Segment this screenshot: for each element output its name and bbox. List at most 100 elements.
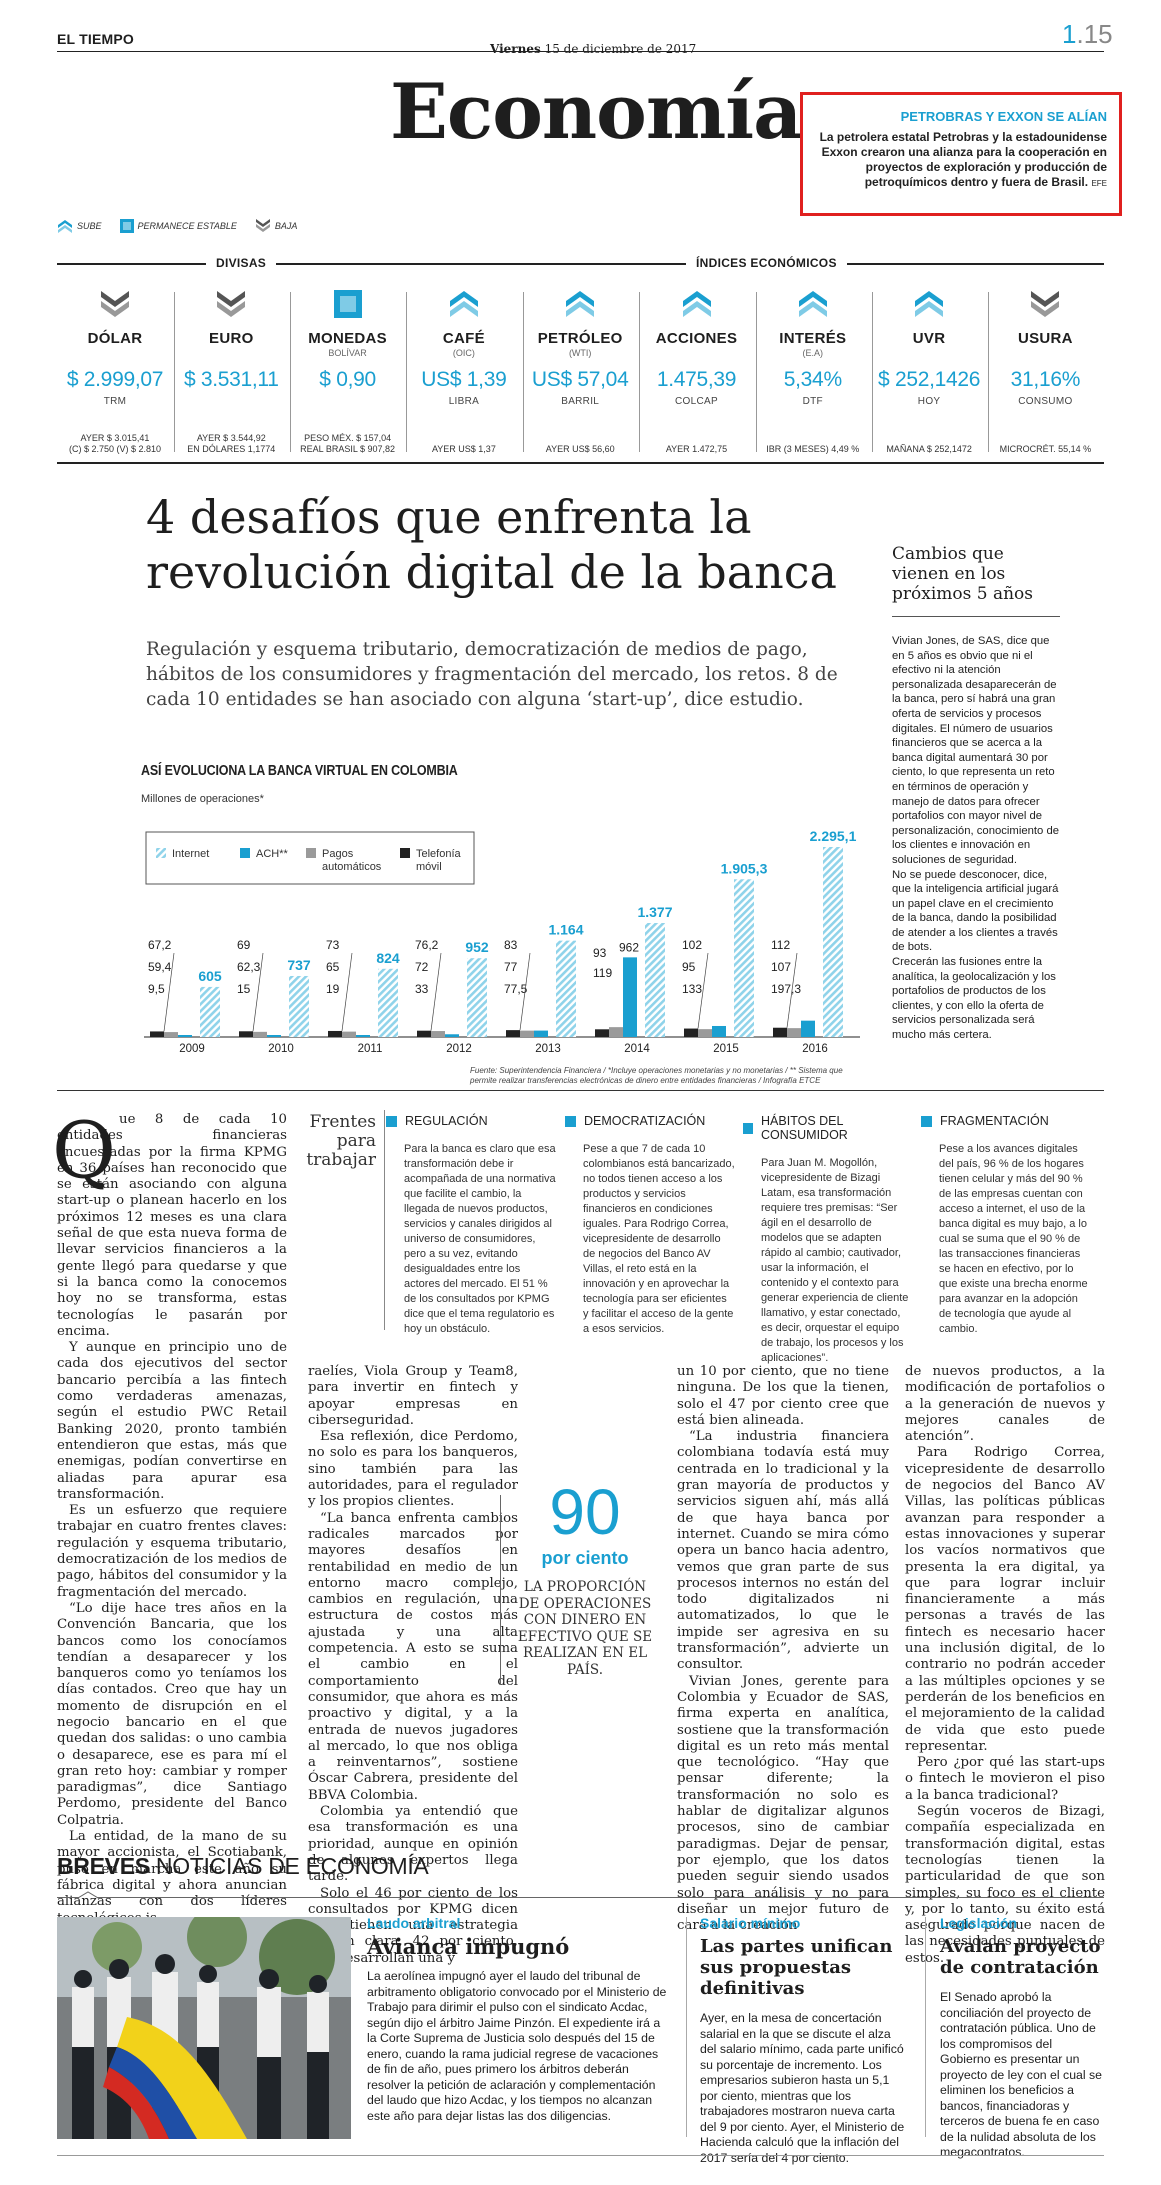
indicator-unit: DTF — [802, 396, 823, 407]
bar-label: 77,5 — [504, 982, 528, 996]
indicator-name: DÓLAR — [87, 330, 143, 347]
bar-internet — [734, 879, 754, 1037]
legend-stable: PERMANECE ESTABLE — [119, 219, 237, 233]
breve-body: El Senado aprobó la conciliación del pro… — [940, 1990, 1103, 2159]
x-tick-label: 2011 — [358, 1043, 383, 1055]
legend-up: SUBE — [57, 219, 102, 233]
sidebar-paragraph: Vivian Jones, de SAS, dice que en 5 años… — [892, 635, 1060, 866]
indicator-unit: COLCAP — [675, 396, 718, 407]
bar-pagosautomticos — [342, 1031, 356, 1037]
bar-pagosautomticos — [253, 1031, 267, 1037]
front-title: DEMOCRATIZACIÓN — [584, 1114, 706, 1128]
legend-item: Internet — [156, 848, 209, 860]
trend-up-icon — [798, 291, 827, 317]
front-body: Para Juan M. Mogollón, vicepresidente de… — [761, 1157, 909, 1364]
bar-internet — [556, 940, 576, 1037]
breves-divider — [925, 1917, 926, 2137]
legend-item: Telefonía móvil — [400, 848, 462, 873]
trend-down-icon — [1031, 291, 1060, 317]
trend-legend: SUBE PERMANECE ESTABLE BAJA — [57, 219, 297, 233]
legend-stable-label: PERMANECE ESTABLE — [137, 221, 237, 231]
sidebar-body: Vivian Jones, de SAS, dice que en 5 años… — [892, 634, 1064, 1043]
indicator-value: $ 0,90 — [319, 368, 376, 391]
indicator-monedas: MONEDAS BOLÍVAR $ 0,90 PESO MÉX. $ 157,04 RE… — [290, 290, 406, 455]
breve-item[interactable]: Legislación Avalan proyecto de contrataci… — [940, 1915, 1105, 2161]
indicator-name: CAFÉ — [442, 330, 485, 347]
indicator-foot: EN DÓLARES 1,1774 — [187, 444, 276, 454]
indicator-unit: LIBRA — [448, 396, 480, 407]
divider — [523, 292, 524, 452]
bar-label: 95 — [682, 960, 696, 974]
front-body: Pese a los avances digitales del país, 9… — [939, 1143, 1088, 1335]
sidebar-paragraph: No se puede desconocer, dice, que la int… — [892, 868, 1059, 954]
edition-date-text: 15 de diciembre de 2017 — [544, 42, 697, 56]
indicator-foot: AYER $ 3.015,41 — [80, 433, 150, 443]
bar-label: 1.905,3 — [721, 860, 768, 876]
breves-rule — [57, 1897, 1104, 1898]
bar-pagosautomticos — [431, 1031, 445, 1037]
indicator-usura: USURA 31,16% CONSUMO MICROCRÉT. 55,14 % — [987, 290, 1103, 455]
front-title: REGULACIÓN — [405, 1114, 488, 1128]
indicator-value: $ 252,1426 — [878, 368, 981, 391]
bar-internet — [289, 975, 309, 1037]
front-marker-icon — [921, 1115, 932, 1127]
bar-telefonamvil — [684, 1028, 698, 1037]
article-paragraph: Y aunque en principio uno de cada dos ej… — [57, 1340, 287, 1502]
indicator-name: ACCIONES — [655, 330, 738, 347]
bar-ach — [267, 1035, 281, 1037]
indicator-name: UVR — [912, 330, 946, 347]
bar-label: 62,3 — [237, 960, 261, 974]
indicator-foot: AYER $ 3.544,92 — [196, 433, 266, 443]
bar-pagosautomticos — [698, 1029, 712, 1037]
divider — [872, 292, 873, 452]
breve-headline: Las partes unifican sus propuestas defin… — [700, 1936, 893, 1999]
bar-pagosautomticos — [787, 1028, 801, 1037]
indices-header: ÍNDICES ECONÓMICOS — [686, 256, 847, 270]
bar-chart: Internet ACH** Pagos automáticos Telefonía mó… — [144, 828, 860, 1055]
breve-item[interactable]: Salario mínimo Las partes unifican sus pr… — [700, 1915, 910, 2166]
legend-swatch — [400, 848, 410, 858]
article-paragraph: Es un esfuerzo que requiere trabajar en … — [57, 1503, 287, 1600]
edition-day: Viernes — [490, 42, 541, 56]
indicator-sub — [987, 348, 1103, 360]
front-marker-icon — [565, 1115, 576, 1127]
divider — [639, 292, 640, 452]
front-marker-icon — [743, 1122, 754, 1134]
indicator-name: PETRÓLEO — [537, 330, 623, 347]
chart-title: ASÍ EVOLUCIONA LA BANCA VIRTUAL EN COLOM… — [141, 763, 458, 779]
bar-label: 67,2 — [148, 938, 172, 952]
front-body: Pese a que 7 de cada 10 colombianos está… — [583, 1143, 735, 1335]
article-column-2: raelíes, Viola Group y Team8, para inver… — [308, 1364, 518, 1967]
indicators-top-rule — [57, 263, 1104, 265]
article-paragraph: La entidad, de la mano de su mayor accio… — [57, 1829, 287, 1925]
indicator-dolar: DÓLAR $ 2.999,07 TRM AYER $ 3.015,41 (C) $ 2… — [57, 290, 173, 455]
bar-ach — [801, 1020, 815, 1037]
bar-pagosautomticos — [520, 1030, 534, 1037]
bar-label: 33 — [415, 982, 429, 996]
indicator-euro: EURO $ 3.531,11 AYER $ 3.544,92 EN DÓLARES … — [173, 290, 289, 455]
indicator-foot: PESO MÉX. $ 157,04 — [304, 433, 392, 443]
bar-label: 119 — [593, 966, 612, 980]
indicators-bottom-rule — [57, 462, 1104, 464]
article-paragraph: “Lo dije hace tres años en la Convención… — [57, 1600, 287, 1828]
pullquote-text: LA PROPORCIÓN DE OPERACIONES CON DINERO … — [517, 1579, 653, 1678]
chart-legend: Internet ACH** Pagos automáticos Telefonía mó… — [156, 848, 462, 873]
trend-up-icon — [915, 291, 944, 317]
indicator-foot: IBR (3 MESES) 4,49 % — [766, 444, 860, 454]
legend-item: Pagos automáticos — [306, 848, 382, 873]
section-title: Economía — [390, 67, 802, 156]
promo-body-text: La petrolera estatal Petrobras y la esta… — [819, 130, 1107, 189]
bar-label: 65 — [326, 960, 340, 974]
page-number: 1.15 — [1062, 19, 1113, 50]
promo-box[interactable]: PETROBRAS Y EXXON SE ALÍAN La petrolera … — [800, 92, 1122, 216]
breves-sublabel: NOTICIAS DE ECONOMÍA — [155, 1853, 429, 1879]
indicator-uvr: UVR $ 252,1426 HOY MAÑANA $ 252,1472 — [871, 290, 987, 455]
trend-up-icon — [58, 220, 72, 233]
bar-label: 107 — [771, 960, 791, 974]
indicator-sub: (OIC) — [452, 348, 475, 358]
indicator-value: US$ 57,04 — [531, 368, 629, 391]
pullquote-rule — [500, 1495, 501, 1685]
chart-subtitle: Millones de operaciones* — [141, 793, 264, 805]
breve-item[interactable]: Laudo arbitral Avianca impugnó La aerolíne… — [367, 1915, 667, 2124]
trend-stable-icon — [119, 219, 134, 233]
